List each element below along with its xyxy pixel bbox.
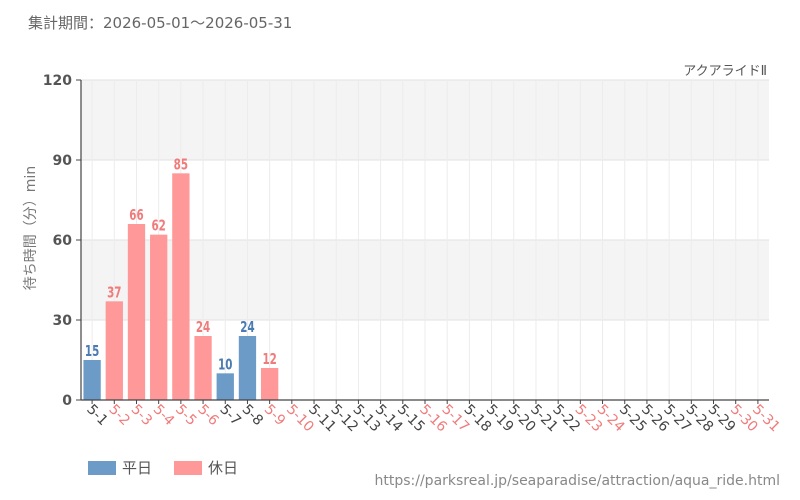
x-tick-label: 5-9 (261, 402, 288, 429)
bar-5-2 (105, 301, 123, 400)
bar-5-1 (83, 360, 101, 400)
series-label: アクアライドⅡ (683, 64, 767, 79)
y-tick-label: 90 (53, 153, 73, 169)
bar-5-8 (238, 336, 257, 400)
legend-swatch-weekday (88, 460, 116, 475)
legend: 平日 休日 (88, 457, 238, 478)
y-tick-label: 120 (43, 73, 72, 89)
axes (76, 79, 769, 404)
legend-label-weekday: 平日 (122, 459, 153, 477)
bar-value-labels: 15 37 66 62 85 24 10 24 12 (85, 156, 277, 374)
x-tick-label: 5-5 (172, 402, 199, 429)
period-label: 集計期間：2026-05-01～2026-05-31 (28, 14, 293, 32)
x-tick-label: 5-4 (150, 402, 178, 430)
y-tick-label: 0 (62, 393, 72, 409)
bar-value-label: 12 (262, 350, 276, 368)
x-tick-label: 5-7 (216, 402, 243, 429)
bar-5-5 (172, 173, 190, 400)
bar-value-label: 15 (85, 342, 99, 360)
legend-item-weekday: 平日 (88, 457, 152, 478)
x-tick-label: 5-8 (239, 402, 266, 429)
bar-value-label: 62 (151, 217, 165, 235)
bar-5-7 (216, 373, 234, 400)
x-tick-label: 5-6 (194, 402, 222, 430)
x-tick-label: 5-2 (105, 402, 132, 429)
y-tick-label: 60 (53, 233, 73, 249)
y-tick-labels: 0 30 60 90 120 (43, 73, 72, 409)
x-tick-labels: 5-15-25-35-45-55-65-75-85-95-105-115-125… (83, 402, 783, 436)
bar-value-label: 24 (240, 318, 254, 336)
x-tick-label: 5-3 (128, 402, 155, 429)
y-axis-label: 待ち時間（分）min (23, 166, 39, 290)
bar-value-label: 10 (218, 356, 232, 374)
legend-item-holiday: 休日 (174, 457, 238, 478)
bar-value-label: 66 (129, 206, 143, 224)
legend-label-holiday: 休日 (208, 459, 239, 477)
x-tick-label: 5-1 (83, 402, 110, 429)
y-tick-label: 30 (53, 313, 73, 329)
bar-value-label: 24 (196, 318, 210, 336)
bars (83, 173, 279, 400)
bar-value-label: 37 (107, 284, 121, 302)
bar-5-4 (150, 234, 168, 400)
grid-lines (81, 79, 769, 400)
bar-5-9 (260, 368, 279, 400)
legend-swatch-holiday (174, 460, 203, 475)
source-url-link[interactable]: https://parksreal.jp/seaparadise/attract… (374, 473, 781, 489)
bar-value-label: 85 (174, 156, 188, 174)
bar-5-3 (127, 224, 146, 400)
bar-5-6 (194, 336, 212, 400)
